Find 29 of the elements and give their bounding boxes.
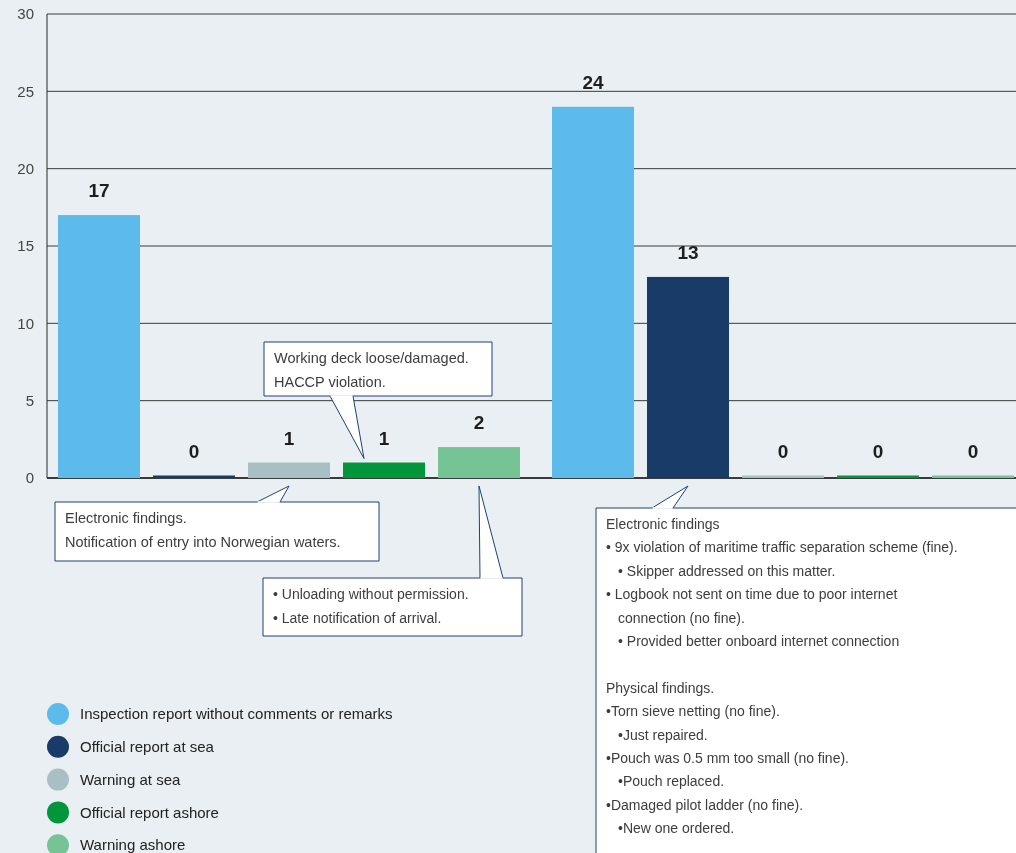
bar — [552, 106, 634, 478]
data-label: 0 — [188, 440, 200, 462]
legend-label: Warning ashore — [80, 836, 186, 853]
legend-label: Official report at sea — [80, 738, 215, 756]
y-tick-label: 0 — [25, 469, 34, 487]
annotation: Working deck loose/damaged. HACCP violation. — [274, 350, 469, 390]
legend-label: Warning at sea — [80, 770, 181, 788]
data-label: 0 — [777, 440, 789, 462]
data-label: 17 — [88, 180, 110, 202]
data-label: 1 — [283, 427, 295, 449]
data-label: 2 — [473, 412, 485, 434]
bar — [58, 215, 140, 478]
bar — [647, 276, 729, 478]
legend-label: Official report ashore — [80, 803, 219, 821]
text: Electronic findings. Notification of entry into Norwegian waters. — [65, 510, 341, 550]
y-tick-label: 5 — [25, 391, 34, 409]
y-tick-label: 10 — [17, 314, 34, 332]
data-label: 13 — [677, 241, 699, 263]
text: • Unloading without permission. • Late notification of arrival. — [273, 586, 469, 626]
data-label: 0 — [967, 440, 979, 462]
data-label: 1 — [378, 427, 390, 449]
data-label: 24 — [582, 71, 604, 93]
text: Electronic findings • 9x violation of maritime traffic separation scheme (fine). • Skipper addressed on this matter. • Logbook not sent on time due to poor internet connection (no fine). • Provided better onboard internet connection Physical findings. •Torn sieve netting (no fine). •Just repaired. •Pouch was 0.5 mm too small (no fine). •Pouch replaced. •Damaged pilot ladder (no fine). •New one ordered. — [606, 516, 958, 837]
y-tick-label: 15 — [17, 237, 34, 255]
y-tick-label: 30 — [17, 5, 34, 23]
y-tick-label: 25 — [17, 82, 34, 100]
legend-label: Inspection report without comments or remarks — [80, 705, 393, 723]
y-tick-label: 20 — [17, 159, 34, 177]
data-label: 0 — [872, 440, 884, 462]
